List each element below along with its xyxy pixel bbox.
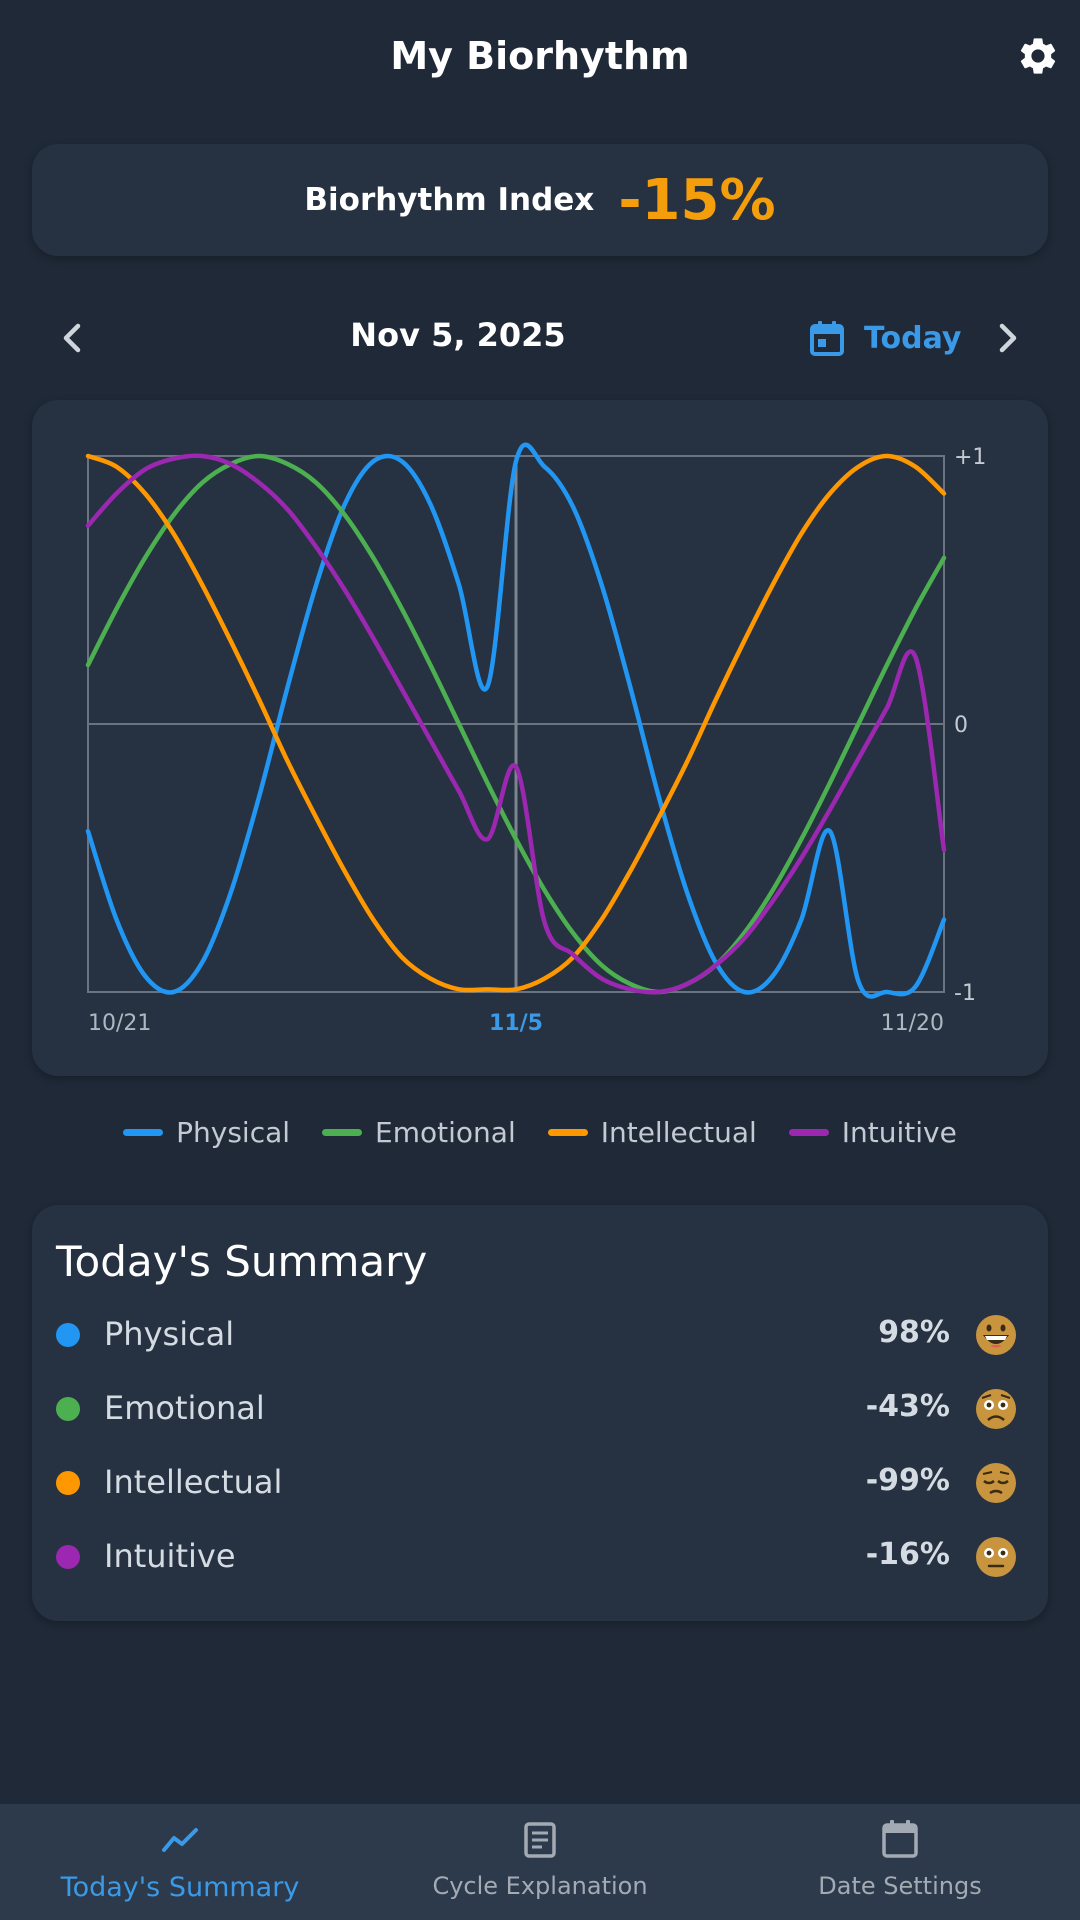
nav-label: Today's Summary [60,1872,300,1903]
x-tick-label: 11/20 [881,1011,944,1036]
legend-label: Intellectual [600,1115,757,1149]
current-date: Nov 5, 2025 [350,316,566,354]
worried-face-icon [974,1387,1018,1431]
y-tick-label: -1 [954,981,976,1006]
pensive-face-icon [974,1461,1018,1505]
series-line-intuitive [85,453,947,995]
gear-icon [1020,38,1056,74]
series-line-intellectual [85,453,947,993]
status-dot [56,1545,80,1569]
summary-label: Physical [104,1315,235,1353]
summary-value: -99% [865,1463,950,1498]
calendar-icon [810,321,844,356]
app-title: My Biorhythm [390,34,690,78]
index-label: Biorhythm Index [304,182,595,218]
neutral-face-icon [974,1535,1018,1579]
summary-row-intellectual: Intellectual -99% [32,1453,1048,1513]
chevron-left-icon [63,323,81,353]
trend-line-icon [158,1818,202,1862]
legend-item-intellectual: Intellectual [547,1115,757,1149]
summary-value: 98% [878,1315,950,1350]
x-tick-label-today: 11/5 [489,1011,543,1036]
next-date-button[interactable] [986,314,1030,362]
summary-label: Intellectual [104,1463,283,1501]
legend-item-intuitive: Intuitive [788,1115,957,1149]
today-button[interactable]: Today [810,312,961,364]
biorhythm-chart: +1 0 -1 10/21 11/5 11/20 [85,442,986,1036]
nav-tab-date-settings[interactable]: Date Settings [720,1804,1080,1920]
summary-value: -16% [865,1537,950,1572]
legend-swatch [123,1128,164,1136]
chevron-right-icon [999,323,1017,353]
status-dot [56,1397,80,1421]
legend-label: Emotional [375,1115,516,1149]
series-line-physical [85,442,947,999]
legend-item-physical: Physical [123,1116,290,1149]
legend-swatch [547,1128,588,1136]
legend-swatch [322,1128,363,1136]
today-label: Today [864,320,962,356]
calendar-icon [878,1818,922,1862]
summary-label: Intuitive [104,1537,236,1575]
y-tick-label: +1 [954,445,986,470]
previous-date-button[interactable] [50,314,94,362]
index-value: -15% [618,167,776,233]
status-dot [56,1323,80,1347]
nav-tab-today-s-summary[interactable]: Today's Summary [0,1804,360,1920]
bottom-navigation: Today's Summary Cycle Explanation Date Set… [0,1804,1080,1920]
nav-label: Cycle Explanation [432,1872,648,1900]
chart-legend: Physical Emotional Intellectual Intuitive [0,1110,1080,1154]
legend-swatch [788,1128,829,1136]
nav-tab-cycle-explanation[interactable]: Cycle Explanation [360,1804,720,1920]
summary-title: Today's Summary [56,1237,428,1286]
biorhythm-index-card: Biorhythm Index -15% [32,144,1048,256]
summary-label: Emotional [104,1389,265,1427]
settings-button[interactable] [1016,34,1060,78]
document-icon [518,1818,562,1862]
status-dot [56,1471,80,1495]
legend-label: Intuitive [841,1115,957,1149]
app-bar: My Biorhythm [0,0,1080,118]
y-tick-label: 0 [954,713,968,738]
legend-label: Physical [176,1115,291,1149]
biorhythm-chart-card: +1 0 -1 10/21 11/5 11/20 [32,400,1048,1076]
nav-label: Date Settings [818,1872,982,1900]
summary-row-physical: Physical 98% [32,1305,1048,1365]
summary-row-emotional: Emotional -43% [32,1379,1048,1439]
date-navigation: Nov 5, 2025 Today [0,300,1080,376]
x-tick-label: 10/21 [88,1011,151,1036]
summary-row-intuitive: Intuitive -16% [32,1527,1048,1587]
todays-summary-card: Today's Summary Physical 98% Emotional -43%… [32,1205,1048,1621]
legend-item-emotional: Emotional [322,1116,516,1149]
summary-value: -43% [865,1389,950,1424]
grinning-face-icon [974,1313,1018,1357]
